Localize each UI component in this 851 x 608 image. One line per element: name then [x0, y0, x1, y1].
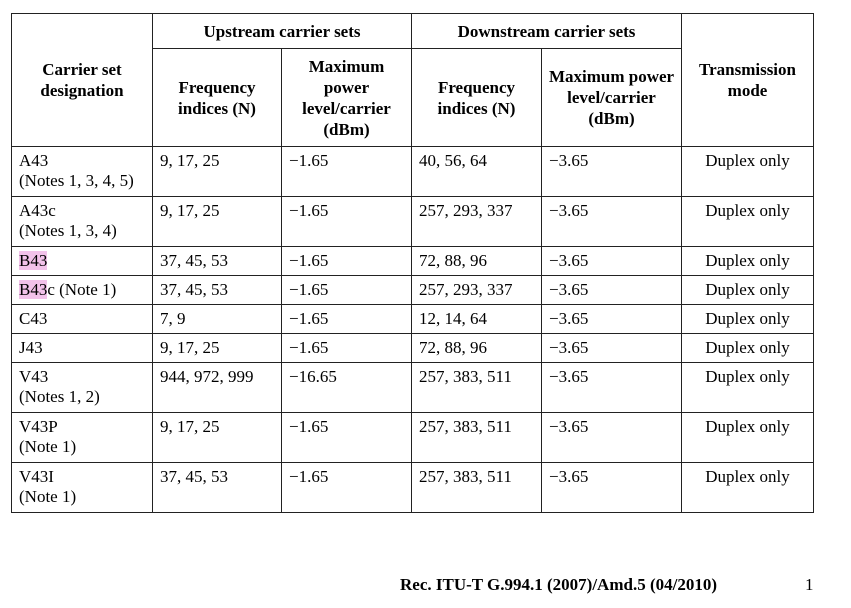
- cell-down-power: −3.65: [541, 146, 682, 197]
- footer-citation: Rec. ITU-T G.994.1 (2007)/Amd.5 (04/2010…: [400, 575, 717, 594]
- cell-transmission-mode: Duplex only: [681, 412, 814, 463]
- designation-label: V43P: [19, 417, 58, 436]
- cell-up-power: −1.65: [281, 146, 412, 197]
- truncated-table-title: [480, 0, 770, 2]
- cell-up-frequency: 9, 17, 25: [152, 333, 282, 363]
- table-row: C43 7, 9 −1.65 12, 14, 64 −3.65 Duplex only: [11, 304, 814, 334]
- table-row: V43I (Note 1) 37, 45, 53 −1.65 257, 383, 511…: [11, 462, 814, 513]
- cell-designation: V43I (Note 1): [11, 462, 153, 513]
- cell-down-frequency: 257, 293, 337: [411, 196, 542, 247]
- table-row: B43 37, 45, 53 −1.65 72, 88, 96 −3.65 Duplex …: [11, 246, 814, 276]
- designation-label: A43c: [19, 201, 56, 220]
- cell-designation: A43 (Notes 1, 3, 4, 5): [11, 146, 153, 197]
- header-upstream: Upstream carrier sets: [152, 13, 412, 49]
- cell-up-power: −1.65: [281, 462, 412, 513]
- cell-up-frequency: 9, 17, 25: [152, 412, 282, 463]
- cell-up-power: −1.65: [281, 412, 412, 463]
- header-downstream: Downstream carrier sets: [411, 13, 682, 49]
- header-up-frequency: Frequency indices (N): [152, 48, 282, 147]
- cell-designation: B43c (Note 1): [11, 275, 153, 305]
- cell-transmission-mode: Duplex only: [681, 333, 814, 363]
- cell-down-frequency: 40, 56, 64: [411, 146, 542, 197]
- cell-up-power: −16.65: [281, 362, 412, 413]
- highlighted-designation: B43: [19, 251, 48, 270]
- table-row: J43 9, 17, 25 −1.65 72, 88, 96 −3.65 Duplex o…: [11, 333, 814, 363]
- cell-down-power: −3.65: [541, 362, 682, 413]
- cell-transmission-mode: Duplex only: [681, 304, 814, 334]
- table-row: V43 (Notes 1, 2) 944, 972, 999 −16.65 257, 3…: [11, 362, 814, 413]
- cell-designation: V43P (Note 1): [11, 412, 153, 463]
- cell-down-power: −3.65: [541, 304, 682, 334]
- designation-label: V43: [19, 367, 49, 386]
- cell-down-power: −3.65: [541, 333, 682, 363]
- cell-up-frequency: 9, 17, 25: [152, 146, 282, 197]
- cell-down-power: −3.65: [541, 196, 682, 247]
- cell-designation: A43c (Notes 1, 3, 4): [11, 196, 153, 247]
- cell-up-frequency: 37, 45, 53: [152, 275, 282, 305]
- header-down-power: Maximum power level/carrier (dBm): [541, 48, 682, 147]
- cell-transmission-mode: Duplex only: [681, 275, 814, 305]
- table-row: A43 (Notes 1, 3, 4, 5) 9, 17, 25 −1.65 40, 5…: [11, 146, 814, 197]
- cell-up-frequency: 37, 45, 53: [152, 246, 282, 276]
- cell-transmission-mode: Duplex only: [681, 246, 814, 276]
- cell-down-frequency: 257, 383, 511: [411, 462, 542, 513]
- cell-designation: B43: [11, 246, 153, 276]
- designation-label: J43: [19, 338, 43, 357]
- table-row: V43P (Note 1) 9, 17, 25 −1.65 257, 383, 511−…: [11, 412, 814, 463]
- carrier-sets-table: Carrier set designation Upstream carrier…: [11, 13, 814, 513]
- cell-down-power: −3.65: [541, 462, 682, 513]
- header-transmission-mode: Transmission mode: [681, 13, 814, 147]
- table-row: B43c (Note 1) 37, 45, 53 −1.65 257, 293, 33…: [11, 275, 814, 305]
- cell-up-power: −1.65: [281, 196, 412, 247]
- cell-down-frequency: 257, 383, 511: [411, 362, 542, 413]
- cell-up-power: −1.65: [281, 333, 412, 363]
- table-body: A43 (Notes 1, 3, 4, 5) 9, 17, 25 −1.65 40, 5…: [11, 146, 814, 513]
- header-up-power: Maximum power level/carrier (dBm): [281, 48, 412, 147]
- header-down-frequency: Frequency indices (N): [411, 48, 542, 147]
- cell-up-frequency: 7, 9: [152, 304, 282, 334]
- highlighted-designation: B43: [19, 280, 48, 299]
- cell-designation: C43: [11, 304, 153, 334]
- designation-label: A43: [19, 151, 49, 170]
- cell-transmission-mode: Duplex only: [681, 462, 814, 513]
- cell-transmission-mode: Duplex only: [681, 146, 814, 197]
- cell-down-frequency: 257, 293, 337: [411, 275, 542, 305]
- designation-note: (Notes 1, 2): [19, 387, 100, 406]
- designation-note: (Note 1): [19, 437, 77, 456]
- designation-note: (Note 1): [19, 487, 77, 506]
- cell-designation: J43: [11, 333, 153, 363]
- cell-transmission-mode: Duplex only: [681, 362, 814, 413]
- table-row: A43c (Notes 1, 3, 4) 9, 17, 25 −1.65 257, 29…: [11, 196, 814, 247]
- cell-up-frequency: 9, 17, 25: [152, 196, 282, 247]
- cell-up-power: −1.65: [281, 275, 412, 305]
- cell-up-power: −1.65: [281, 304, 412, 334]
- designation-suffix: c (Note 1): [47, 280, 117, 299]
- header-designation: Carrier set designation: [11, 13, 153, 147]
- designation-label: C43: [19, 309, 48, 328]
- cell-down-frequency: 72, 88, 96: [411, 333, 542, 363]
- cell-designation: V43 (Notes 1, 2): [11, 362, 153, 413]
- cell-up-frequency: 37, 45, 53: [152, 462, 282, 513]
- cell-down-power: −3.65: [541, 275, 682, 305]
- cell-down-power: −3.65: [541, 412, 682, 463]
- designation-note: (Notes 1, 3, 4): [19, 221, 117, 240]
- cell-up-frequency: 944, 972, 999: [152, 362, 282, 413]
- cell-down-power: −3.65: [541, 246, 682, 276]
- page-number: 1: [805, 575, 814, 594]
- cell-down-frequency: 12, 14, 64: [411, 304, 542, 334]
- cell-up-power: −1.65: [281, 246, 412, 276]
- cell-down-frequency: 257, 383, 511: [411, 412, 542, 463]
- designation-note: (Notes 1, 3, 4, 5): [19, 171, 134, 190]
- cell-transmission-mode: Duplex only: [681, 196, 814, 247]
- cell-down-frequency: 72, 88, 96: [411, 246, 542, 276]
- designation-label: V43I: [19, 467, 54, 486]
